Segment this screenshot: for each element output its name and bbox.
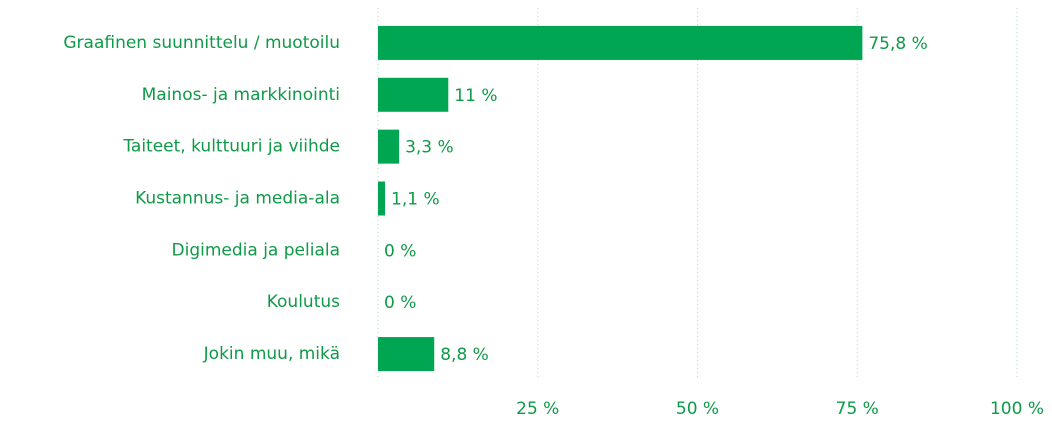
value-label: 75,8 % (868, 34, 927, 54)
value-label: 11 % (454, 86, 497, 106)
x-tick-label: 50 % (676, 399, 719, 419)
value-label: 0 % (384, 293, 416, 313)
bar (378, 181, 386, 216)
category-label: Graafinen suunnittelu / muotoilu (63, 33, 340, 53)
value-label: 1,1 % (391, 190, 440, 210)
category-label: Digimedia ja peliala (172, 240, 340, 260)
category-label: Koulutus (267, 292, 340, 312)
category-label: Kustannus- ja media-ala (135, 189, 340, 209)
value-label: 3,3 % (405, 138, 454, 158)
bar (378, 25, 863, 60)
category-label: Taiteet, kulttuuri ja viihde (122, 137, 340, 157)
category-label: Jokin muu, mikä (203, 344, 340, 364)
category-label: Mainos- ja markkinointi (142, 85, 340, 105)
x-tick-label: 75 % (836, 399, 879, 419)
bar (378, 77, 449, 112)
bar (378, 337, 435, 372)
x-tick-label: 100 % (990, 399, 1044, 419)
value-label: 8,8 % (440, 345, 489, 365)
x-tick-label: 25 % (516, 399, 559, 419)
value-label: 0 % (384, 241, 416, 261)
bar (378, 129, 400, 164)
